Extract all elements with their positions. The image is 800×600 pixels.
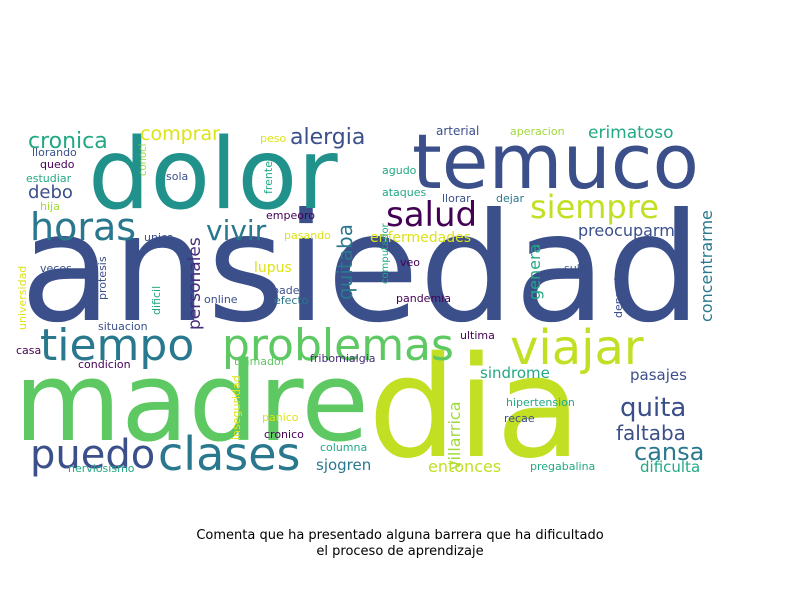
word-pregabalina: pregabalina xyxy=(530,460,595,473)
word-unica: unica xyxy=(144,231,174,244)
word-hija: hija xyxy=(40,200,60,213)
word-quitaba: quitaba xyxy=(333,224,357,300)
word-tramadol: tramadol xyxy=(234,355,284,368)
word-tiempo: tiempo xyxy=(40,320,194,371)
word-entonces: entonces xyxy=(428,457,501,476)
word-cansa: cansa xyxy=(634,438,704,466)
word-veces: veces xyxy=(40,262,72,275)
word-sola: sola xyxy=(166,170,188,183)
word-condicion: condicion xyxy=(78,358,131,371)
word-veo: veo xyxy=(400,256,420,269)
word-frente: frente xyxy=(262,161,275,194)
word-fribomialgia: fribomialgia xyxy=(310,352,376,365)
word-faltaba: faltaba xyxy=(616,421,686,445)
word-empeoro: empeoro xyxy=(266,209,315,222)
word-quita: quita xyxy=(620,393,686,423)
word-cronico: cronico xyxy=(264,428,304,441)
word-inseguridad: inseguridad xyxy=(230,375,243,440)
word-situacion: situacion xyxy=(98,320,148,333)
word-nerviosismo: nerviosismo xyxy=(68,462,135,475)
word-sjogren: sjogren xyxy=(316,456,371,474)
word-columna: columna xyxy=(320,441,367,454)
word-casa: casa xyxy=(16,344,41,357)
word-problemas: problemas xyxy=(222,320,454,371)
word-siempre: siempre xyxy=(530,188,659,226)
word-villarrica: villarrica xyxy=(445,401,464,470)
word-recae: recae xyxy=(504,412,535,425)
word-protesis: protesis xyxy=(96,256,109,300)
caption-line-1: Comenta que ha presentado alguna barrera… xyxy=(196,528,604,543)
word-hipertension: hipertension xyxy=(506,396,575,409)
word-dia: dia xyxy=(368,327,582,490)
word-panico: panico xyxy=(262,411,299,424)
word-llorando: llorando xyxy=(32,146,77,159)
word-ultima: ultima xyxy=(460,329,495,342)
word-concentrarme: concentrarme xyxy=(697,210,716,322)
word-universidad: universidad xyxy=(16,266,29,330)
word-aperacion: aperacion xyxy=(510,125,565,138)
caption-line-2: el proceso de aprendizaje xyxy=(316,544,484,559)
word-sindrome: sindrome xyxy=(480,364,550,382)
word-erimatoso: erimatoso xyxy=(588,123,673,143)
word-agudo: agudo xyxy=(382,164,417,177)
word-depresion: depresion xyxy=(612,264,625,318)
word-horas: horas xyxy=(30,205,136,249)
chart-caption: Comenta que ha presentado alguna barrera… xyxy=(0,528,800,560)
word-ansiedad: ansiedad xyxy=(20,182,701,356)
word-dolor: dolor xyxy=(88,118,338,232)
word-vivir: vivir xyxy=(206,214,267,247)
word-dejar: dejar xyxy=(496,192,525,205)
word-alergia: alergia xyxy=(290,125,365,150)
word-pasando: pasando xyxy=(284,229,331,242)
word-pasajes: pasajes xyxy=(630,366,687,384)
word-efecto: efecto xyxy=(274,294,309,307)
word-quedo: quedo xyxy=(40,158,75,171)
word-temuco: temuco xyxy=(412,117,699,206)
word-lupus: lupus xyxy=(254,260,292,276)
word-ataques: ataques xyxy=(382,186,427,199)
word-madre: madre xyxy=(14,338,369,466)
word-preocuparme: preocuparme xyxy=(578,221,685,240)
word-personales: personales xyxy=(185,237,205,330)
word-computador: computador xyxy=(380,222,391,284)
word-padece: padece xyxy=(272,284,313,297)
word-pandemia: pandemia xyxy=(396,292,451,305)
word-dificulta: dificulta xyxy=(640,458,700,476)
word-salud: salud xyxy=(386,195,477,235)
word-genera: genera xyxy=(525,244,544,300)
word-comprar: comprar xyxy=(140,123,220,145)
word-peso: peso xyxy=(260,132,286,145)
word-llorar: llorar xyxy=(442,192,471,205)
word-clases: clases xyxy=(158,427,301,481)
word-subi: subi xyxy=(564,262,587,275)
word-online: online xyxy=(204,293,238,306)
word-dificil: dificil xyxy=(150,286,163,315)
word-enfermedades: enfermedades xyxy=(370,230,471,246)
word-debo: debo xyxy=(28,182,73,203)
word-arterial: arterial xyxy=(436,124,479,138)
word-conoci: conoci xyxy=(138,144,149,176)
word-estudiar: estudiar xyxy=(26,172,72,185)
word-cronica: cronica xyxy=(28,129,108,154)
word-puedo: puedo xyxy=(30,432,155,478)
word-viajar: viajar xyxy=(510,320,644,376)
